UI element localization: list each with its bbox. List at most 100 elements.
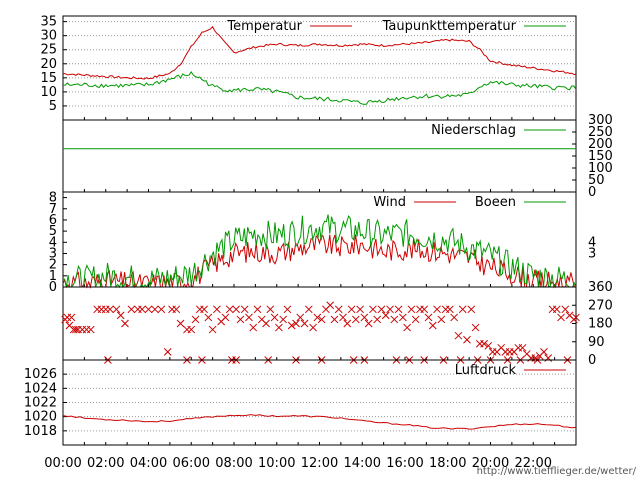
y-tick-label: 30 [40, 29, 57, 44]
direction-marker [480, 339, 488, 348]
y-tick-label: 10 [40, 85, 57, 100]
direction-marker [176, 319, 185, 328]
direction-marker [356, 305, 364, 314]
direction-marker [86, 325, 95, 334]
direction-marker [450, 313, 459, 322]
direction-marker [151, 305, 159, 314]
y-tick-label: 250 [588, 125, 613, 140]
x-tick-label: 04:00 [130, 456, 167, 471]
y-tick-label: 4 [588, 235, 596, 250]
y-tick-label: 7 [49, 202, 57, 217]
y-tick-label: 8 [49, 191, 57, 206]
direction-marker [446, 305, 454, 314]
y-tick-label: 25 [40, 43, 57, 58]
y-tick-label: 5 [49, 224, 57, 239]
x-tick-label: 14:00 [344, 456, 381, 471]
direction-marker [208, 325, 217, 334]
direction-marker [296, 313, 305, 322]
legend-label: Taupunkttemperatur [382, 19, 517, 34]
direction-marker [309, 323, 317, 332]
x-tick-label: 00:00 [44, 456, 81, 471]
y-tick-label: 2 [49, 258, 57, 273]
direction-marker [317, 315, 326, 324]
direction-marker [112, 305, 121, 314]
direction-marker [403, 323, 411, 332]
direction-marker [369, 305, 377, 314]
direction-marker [300, 319, 309, 328]
direction-marker [428, 321, 437, 330]
direction-marker [454, 331, 463, 340]
direction-marker [138, 305, 146, 314]
direction-marker [163, 348, 172, 356]
y-tick-label: 270 [588, 298, 613, 313]
y-tick-label: 3 [49, 246, 57, 261]
x-tick-label: 06:00 [173, 456, 210, 471]
direction-marker [561, 305, 570, 314]
y-tick-label: 3 [588, 246, 596, 261]
direction-marker [463, 335, 471, 344]
direction-marker [275, 323, 283, 332]
direction-marker [437, 315, 446, 324]
series-line [62, 214, 577, 289]
direction-marker [381, 311, 390, 320]
y-tick-label: 90 [588, 335, 605, 350]
direction-marker [253, 305, 262, 314]
direction-marker [292, 319, 300, 328]
direction-marker [347, 305, 356, 314]
direction-marker [144, 305, 153, 314]
x-tick-label: 08:00 [215, 456, 252, 471]
series-line [63, 25, 577, 80]
y-tick-label: 4 [49, 235, 57, 250]
direction-marker [213, 305, 221, 314]
y-tick-label: 0 [588, 353, 596, 368]
direction-marker [540, 348, 548, 356]
direction-marker [232, 305, 240, 314]
legend-label: Luftdruck [455, 363, 517, 378]
direction-marker [399, 313, 407, 322]
direction-marker [360, 313, 369, 322]
y-tick-label: 300 [588, 113, 613, 128]
y-tick-label: 1020 [24, 410, 57, 425]
legend-label: Temperatur [226, 19, 302, 34]
direction-marker [106, 305, 114, 314]
direction-marker [552, 305, 561, 314]
direction-marker [270, 313, 279, 322]
direction-marker [225, 305, 234, 314]
direction-marker [339, 313, 347, 322]
direction-marker [200, 305, 208, 314]
direction-marker [304, 305, 313, 314]
x-tick-label: 20:00 [472, 456, 509, 471]
y-tick-label: 35 [40, 15, 57, 30]
direction-marker [67, 313, 76, 322]
x-tick-label: 18:00 [429, 456, 466, 471]
direction-marker [266, 305, 275, 314]
x-tick-label: 12:00 [301, 456, 338, 471]
x-tick-label: 22:00 [515, 456, 552, 471]
direction-marker [279, 315, 288, 324]
source-url[interactable]: http://www.tiefflieger.de/wetter/ [477, 466, 637, 477]
direction-marker [411, 315, 420, 324]
direction-marker [240, 305, 249, 314]
direction-marker [458, 305, 467, 314]
direction-marker [467, 305, 476, 314]
direction-marker [484, 341, 493, 350]
x-tick-label: 16:00 [386, 456, 423, 471]
direction-marker [390, 315, 399, 324]
y-tick-label: 0 [588, 185, 596, 200]
direction-marker [191, 315, 200, 324]
legend-label: Wind [373, 195, 406, 210]
direction-marker [334, 305, 343, 314]
direction-marker [326, 301, 335, 310]
direction-marker [343, 319, 352, 328]
y-tick-label: 200 [588, 137, 613, 152]
direction-marker [420, 305, 429, 314]
y-tick-label: 5 [49, 99, 57, 114]
direction-marker [221, 313, 230, 322]
direction-marker [364, 319, 373, 328]
direction-marker [157, 305, 166, 314]
legend-label: Boeen [475, 195, 516, 210]
direction-marker [204, 313, 213, 322]
